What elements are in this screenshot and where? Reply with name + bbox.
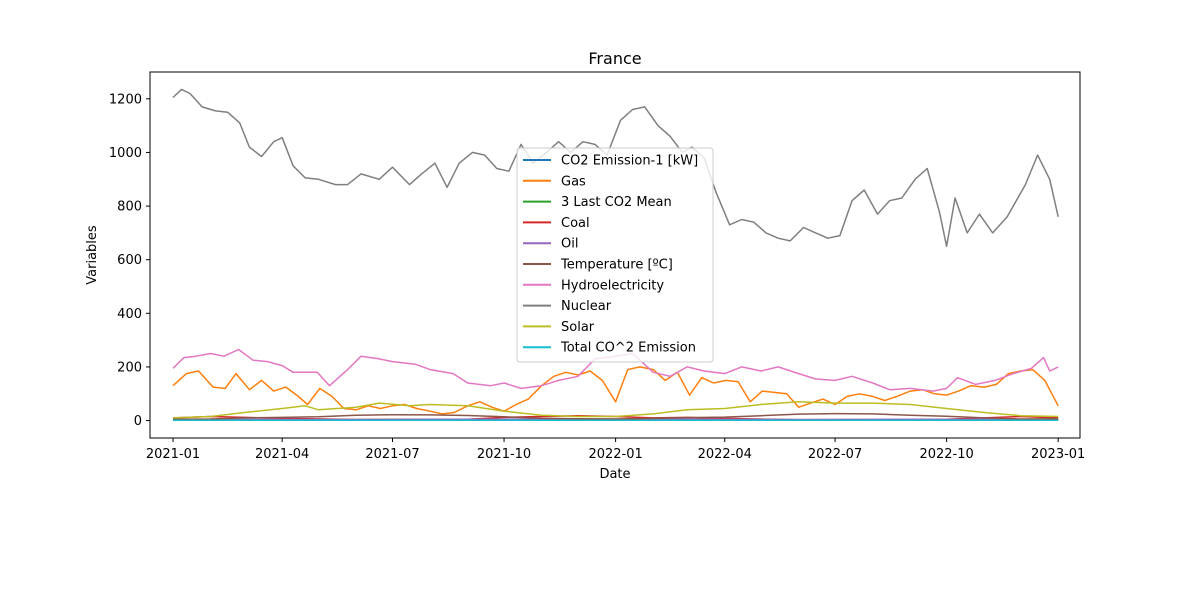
series-line-5 (172, 412, 1059, 420)
plot-frame (149, 71, 1081, 439)
legend-box (516, 147, 714, 363)
x-tick-label: 2023-01 (1031, 447, 1085, 462)
y-axis: 0 200 400 600 800 1000 1200 (109, 92, 150, 429)
legend-entry-label: Gas (561, 174, 586, 189)
y-tick-label: 1000 (109, 146, 142, 161)
legend-entry-label: 3 Last CO2 Mean (561, 195, 672, 210)
legend-entry-label: Temperature [ºC] (560, 258, 673, 273)
x-axis-label: Date (599, 467, 630, 482)
x-tick-label: 2021-01 (146, 447, 200, 462)
y-tick-label: 200 (117, 360, 142, 375)
x-tick-label: 2022-07 (808, 447, 862, 462)
x-axis: 2021-01 2021-04 2021-07 2021-10 2022-01 2022-… (146, 438, 1085, 462)
y-tick-label: 400 (117, 307, 142, 322)
y-tick-label: 1200 (109, 92, 142, 107)
legend-entry-label: Nuclear (561, 299, 612, 314)
x-tick-label: 2022-01 (588, 447, 642, 462)
chart-title: France (588, 49, 641, 68)
x-tick-label: 2021-07 (365, 447, 419, 462)
y-tick-label: 600 (117, 253, 142, 268)
x-tick-label: 2021-04 (255, 447, 309, 462)
legend-entry-label: Hydroelectricity (561, 278, 664, 293)
series-line-8 (172, 401, 1059, 419)
x-tick-label: 2021-10 (477, 447, 531, 462)
legend-entry-label: Coal (561, 216, 590, 231)
legend-entry-label: Total CO^2 Emission (560, 341, 696, 356)
series-line-1 (172, 366, 1059, 415)
y-tick-label: 0 (134, 414, 142, 429)
series-line-7 (172, 88, 1059, 248)
legend-entry-label: Oil (561, 237, 578, 252)
legend-entry-label: CO2 Emission-1 [kW] (561, 154, 698, 169)
x-tick-label: 2022-10 (919, 447, 973, 462)
y-tick-label: 800 (117, 200, 142, 215)
series-layer (172, 88, 1059, 422)
x-tick-label: 2022-04 (698, 447, 752, 462)
legend: CO2 Emission-1 [kW] Gas 3 Last CO2 Mean Coa… (516, 147, 714, 363)
y-axis-label: Variables (85, 225, 100, 285)
legend-entry-label: Solar (561, 320, 595, 335)
